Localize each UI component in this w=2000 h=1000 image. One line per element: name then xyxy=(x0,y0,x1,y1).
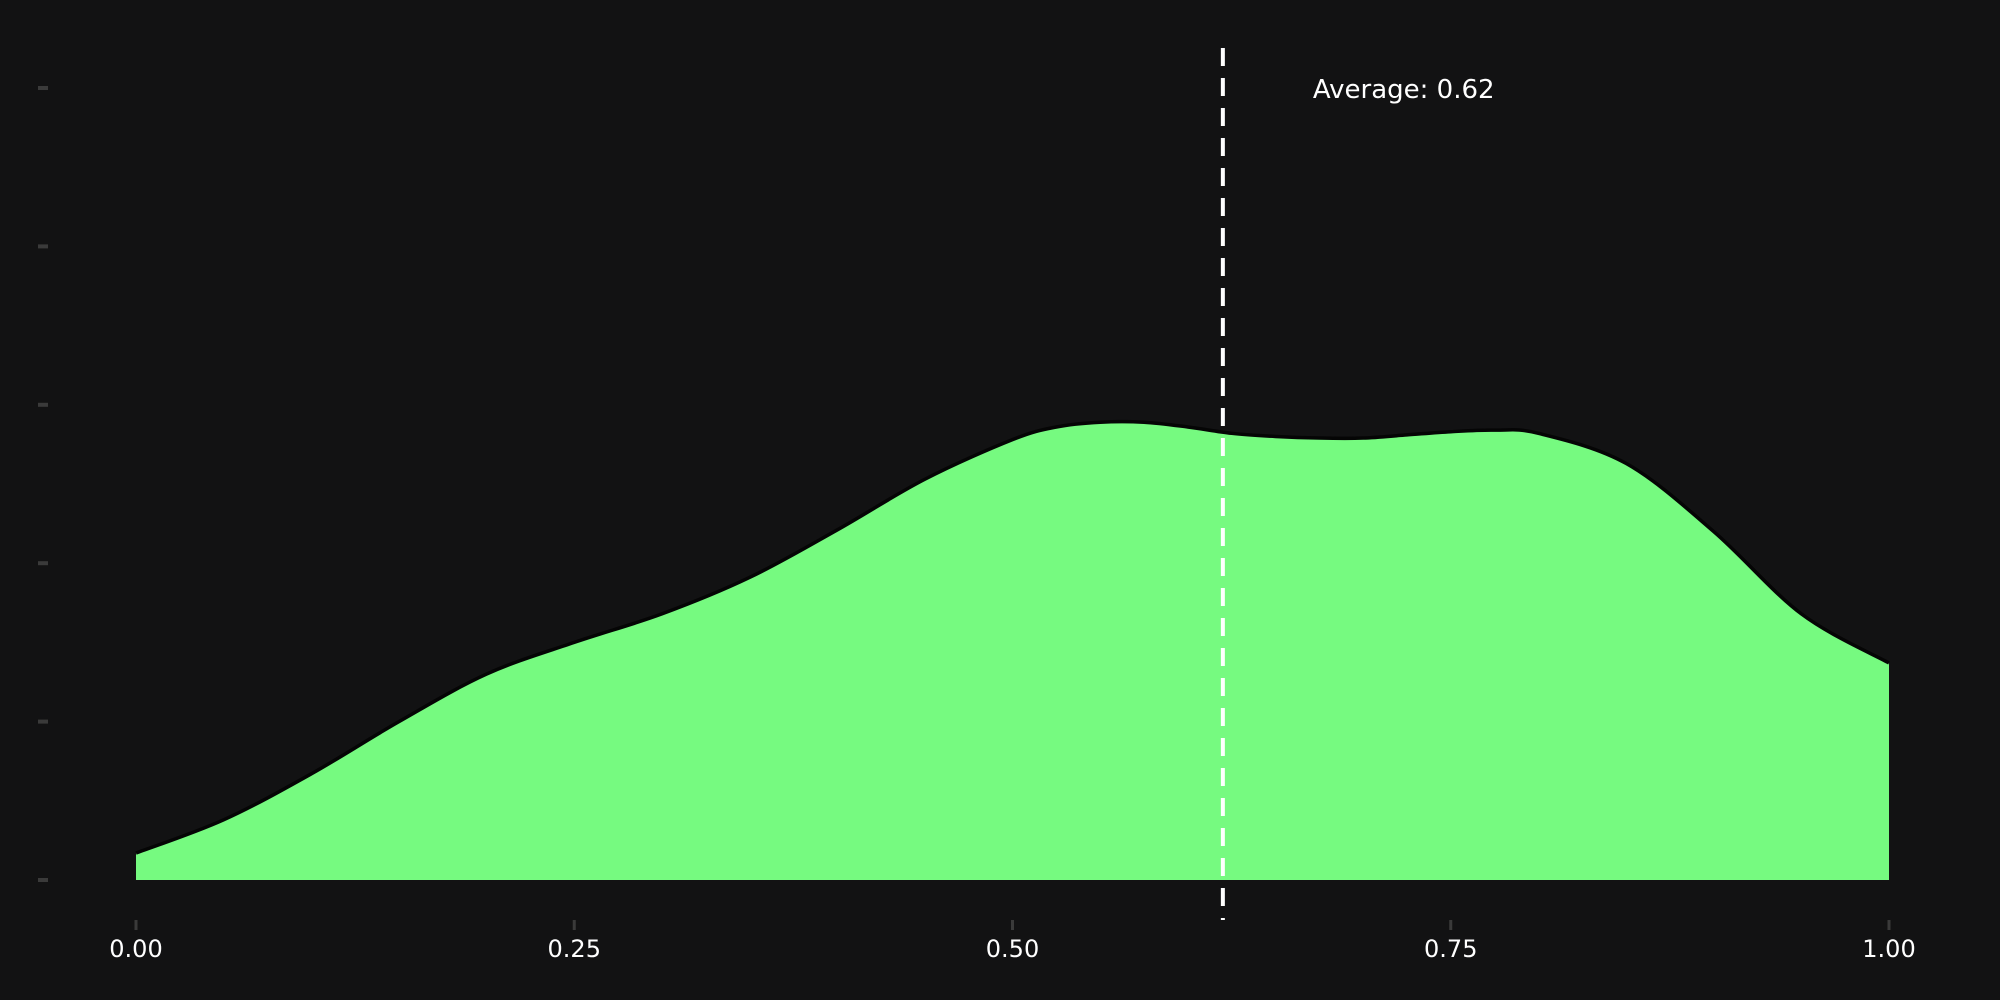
density-area-0 xyxy=(136,421,1889,880)
x-tick-label-1: 0.25 xyxy=(548,935,601,963)
annotation-layer: Average: 0.62 xyxy=(1220,48,1495,920)
x-tick-label-4: 1.00 xyxy=(1862,935,1915,963)
x-tick-label-0: 0.00 xyxy=(109,935,162,963)
density-outline-0 xyxy=(135,419,1890,855)
y-axis-ticks xyxy=(38,86,48,882)
average-label: Average: 0.62 xyxy=(1313,75,1495,105)
x-tick-label-3: 0.75 xyxy=(1424,935,1477,963)
x-axis-ticks: 0.00 0.25 0.50 0.75 1.00 xyxy=(109,920,1916,963)
series-layer xyxy=(135,419,1890,880)
x-tick-label-2: 0.50 xyxy=(986,935,1039,963)
